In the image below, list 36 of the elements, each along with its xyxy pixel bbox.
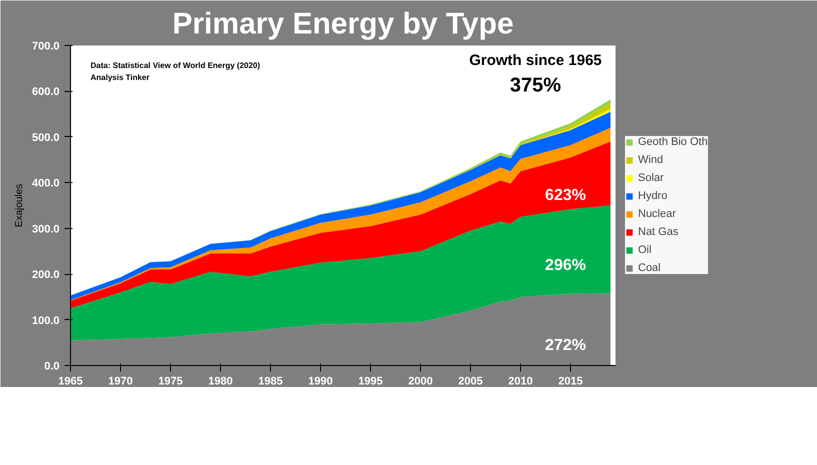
legend-label: Wind — [638, 154, 664, 166]
y-tick-label: 300.0 — [32, 223, 60, 236]
legend-label: Hydro — [638, 190, 668, 202]
x-tick-label: 1990 — [308, 376, 333, 388]
x-tick-label: 2000 — [408, 376, 433, 388]
legend-label: Oil — [638, 244, 652, 256]
x-tick-label: 1975 — [158, 376, 183, 388]
annotation: 375% — [510, 74, 562, 96]
y-tick-label: 600.0 — [32, 86, 60, 98]
y-tick-label: 700.0 — [32, 40, 60, 52]
y-tick-label: 200.0 — [32, 269, 60, 282]
x-tick-label: 2010 — [508, 376, 533, 388]
annotation: 296% — [545, 257, 586, 274]
annotation: Analysis Tinker — [90, 73, 150, 82]
annotation: Growth since 1965 — [469, 52, 602, 69]
legend-label: Nat Gas — [638, 226, 678, 238]
annotation: 623% — [545, 187, 586, 204]
y-tick-label: 400.0 — [32, 178, 60, 190]
y-tick-label: 100.0 — [32, 314, 60, 327]
x-tick-label: 1980 — [208, 376, 233, 388]
x-tick-label: 1985 — [258, 376, 283, 388]
x-tick-label: 2015 — [558, 376, 583, 388]
x-tick-label: 2005 — [458, 376, 483, 388]
x-tick-label: 1995 — [358, 376, 383, 388]
legend-label: Nuclear — [638, 208, 676, 220]
y-tick-label: 0.0 — [44, 360, 60, 372]
y-axis-title: Exajoules — [14, 184, 25, 228]
x-tick-label: 1965 — [58, 376, 83, 388]
legend-label: Coal — [638, 262, 661, 274]
annotation: Data: Statistical View of World Energy (2020) — [90, 61, 260, 70]
annotation: 272% — [545, 337, 586, 354]
legend-label: Geoth Bio Oth — [638, 136, 708, 148]
y-tick-label: 500.0 — [32, 132, 60, 144]
chart-title: Primary Energy by Type — [172, 8, 514, 40]
legend-label: Solar — [638, 172, 664, 184]
x-tick-label: 1970 — [108, 376, 133, 388]
